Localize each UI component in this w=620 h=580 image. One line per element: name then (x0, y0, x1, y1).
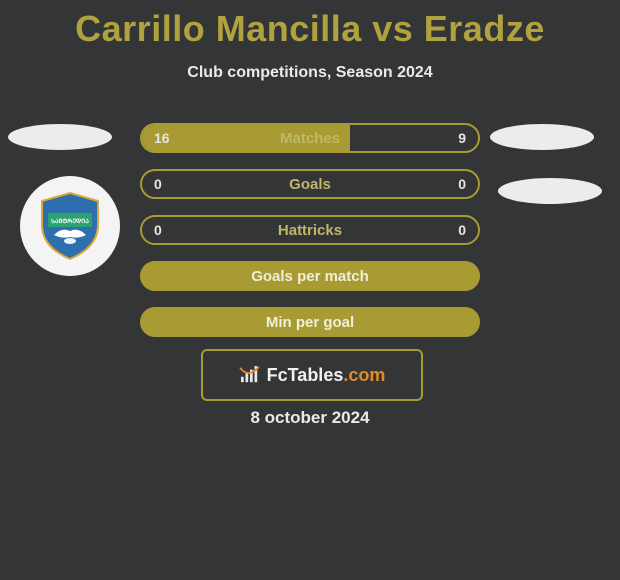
brand-watermark: FcTables.com (201, 349, 423, 401)
brand-label: FcTables.com (267, 365, 386, 386)
stat-label: Goals per match (251, 268, 369, 285)
stat-row-matches: Matches 16 9 (140, 123, 480, 153)
bar-chart-icon (239, 366, 261, 384)
stat-value-right: 0 (458, 222, 466, 238)
stat-value-right: 0 (458, 176, 466, 192)
stat-value-left: 0 (154, 222, 162, 238)
stat-row-min-per-goal: Min per goal (140, 307, 480, 337)
page-subtitle: Club competitions, Season 2024 (0, 64, 620, 82)
svg-text:ᲡᲐᲛᲢᲠᲔᲓᲘᲐ: ᲡᲐᲛᲢᲠᲔᲓᲘᲐ (51, 218, 89, 225)
player-logo-left-ellipse (8, 124, 112, 150)
stat-value-left: 0 (154, 176, 162, 192)
stat-label: Hattricks (278, 222, 342, 239)
stat-label: Matches (280, 130, 340, 147)
stat-row-goals-per-match: Goals per match (140, 261, 480, 291)
team-logo-left: ᲡᲐᲛᲢᲠᲔᲓᲘᲐ (20, 176, 120, 276)
stat-label: Goals (289, 176, 331, 193)
player-logo-right-ellipse-2 (498, 178, 602, 204)
date-label: 8 october 2024 (0, 408, 620, 428)
player-logo-right-ellipse-1 (490, 124, 594, 150)
stat-value-left: 16 (154, 130, 170, 146)
stat-row-hattricks: Hattricks 0 0 (140, 215, 480, 245)
stat-row-goals: Goals 0 0 (140, 169, 480, 199)
page-title: Carrillo Mancilla vs Eradze (0, 0, 620, 50)
stat-value-right: 9 (458, 130, 466, 146)
stat-label: Min per goal (266, 314, 354, 331)
shield-icon: ᲡᲐᲛᲢᲠᲔᲓᲘᲐ (38, 191, 102, 261)
